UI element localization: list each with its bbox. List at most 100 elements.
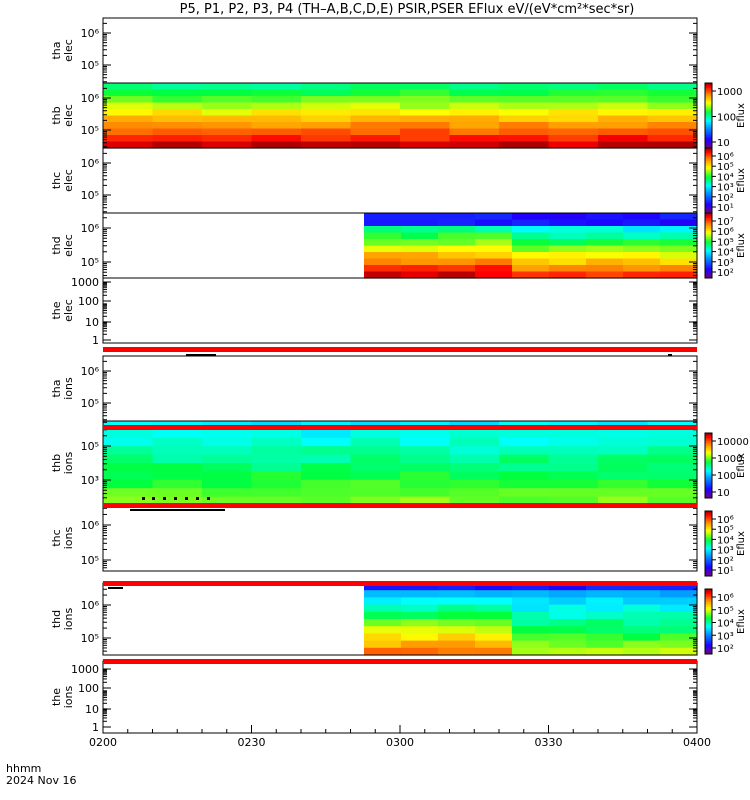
colorbar-tick-label: 10¹ [717,566,734,577]
colorbar-swatch [705,170,712,173]
spectrogram-cell [660,583,698,591]
panel-label-line1: tha [50,379,63,397]
colorbar-swatch [705,533,712,536]
colorbar-tick-label: 1000 [717,87,742,98]
colorbar-swatch [705,496,712,499]
colorbar-swatch [705,527,712,530]
colorbar-swatch [705,125,712,128]
colorbar-swatch [705,239,712,242]
spectrogram-cell [512,258,550,266]
spectrogram-cell [202,102,253,110]
colorbar-swatch [705,198,712,201]
colorbar-swatch [705,156,712,159]
spectrogram-cell [623,626,661,634]
spectrogram-cell [586,219,624,227]
spectrogram-cell [103,496,154,506]
spectrogram-cell [401,271,439,279]
spectrogram-cell [549,626,587,634]
red-separator-bar [103,503,697,508]
spectrogram-cell [660,258,698,266]
spectrogram-cell [152,471,203,481]
y-tick-label: 10 [85,316,99,329]
spectrogram-cell [549,583,587,591]
colorbar-swatch [705,96,712,99]
colorbar-swatch [705,139,712,143]
spectrogram-cell [202,471,253,481]
colorbar-tick-label: 10⁶ [717,515,734,526]
spectrogram-cell [400,135,451,143]
panel-label: thbelec [50,104,75,127]
spectrogram-cell [449,128,500,136]
colorbar-swatch [705,553,712,556]
spectrogram-cell [475,619,513,627]
spectrogram-cell [103,429,154,439]
spectrogram-cell [103,446,154,456]
spectrogram-cell [103,141,154,149]
colorbar-label: Eflux [736,609,747,634]
spectrogram-cell [499,128,550,136]
colorbar-swatch [705,178,712,182]
colorbar-swatch [705,649,712,652]
spectrogram-cell [475,239,513,247]
spectrogram-cell [512,213,550,221]
y-tick-label: 10⁵ [81,124,99,137]
spectrogram-cell [623,604,661,613]
spectrogram-cell [598,128,649,136]
spectrogram-cell [499,83,550,91]
red-separator-bar [103,659,697,664]
y-tick-label: 10⁵ [81,59,99,72]
spectrogram-cell [202,446,253,456]
data-gap-mark [108,587,123,589]
spectrogram-cell [499,96,550,104]
colorbar-tick-label: 10⁵ [717,237,734,248]
spectrogram-cell [438,252,476,260]
spectrogram-cell [598,454,649,464]
spectrogram-cell [549,219,587,227]
spectrogram-cell [449,115,500,123]
spectrogram-cell [301,429,352,439]
panel-label: thcelec [50,169,75,192]
spectrogram-cell [301,479,352,489]
spectrogram-cell [449,463,500,472]
spectrogram-cell [549,213,587,221]
spectrogram-cell [548,488,599,498]
colorbar-swatch [705,209,712,212]
colorbar-swatch [705,436,712,439]
spectrogram-cell [152,115,203,123]
y-tick-label: 1000 [71,276,99,289]
spectrogram-cell [475,226,513,234]
panel-label-line2: elec [62,299,75,322]
spectrogram-cell [549,590,587,598]
colorbar-swatch [705,567,712,571]
spectrogram-cell [549,597,587,606]
panel-frame [102,355,698,422]
spectrogram-cell [623,245,661,253]
colorbar-swatch [705,92,712,95]
colorbar-swatch [705,485,712,488]
colorbar-swatch [705,460,712,463]
colorbar-label: Eflux [736,233,747,258]
spectrogram-cell [598,496,649,506]
spectrogram-cell [647,463,698,472]
colorbar-swatch [705,234,712,237]
panel-thb-elec: 10⁶ 10⁵ thbelec 1000 100 10 Eflux [50,82,747,149]
colorbar-swatch [705,115,712,118]
spectrogram-cell [401,647,439,656]
spectrogram-cell [512,219,550,227]
colorbar-swatch [705,543,712,546]
spectrogram-cell [586,252,624,260]
spectrogram-cell [598,446,649,456]
spectrogram-cell [475,252,513,260]
colorbar-swatch [705,590,712,593]
colorbar-swatch [705,229,712,232]
spectrogram-cell [449,96,500,104]
spectrogram-cell [623,265,661,273]
colorbar-swatch [705,217,712,221]
spectrogram-cell [438,239,476,247]
spectrogram-cell [475,590,513,598]
spectrogram-cell [586,611,624,620]
spectrogram-cell [586,226,624,234]
spectrogram-cell [499,102,550,110]
spectrogram-cell [438,226,476,234]
